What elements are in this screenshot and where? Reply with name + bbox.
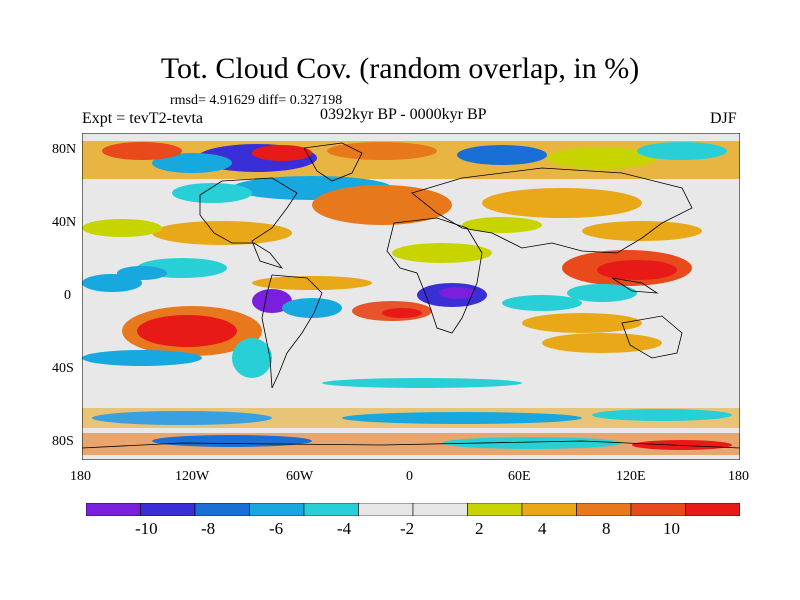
lon-tick-label: 120E — [616, 469, 646, 484]
colorbar-swatch — [467, 503, 523, 516]
colorbar — [86, 503, 740, 516]
colorbar-swatch — [358, 503, 414, 516]
southeast-pacific-anomaly — [82, 306, 272, 378]
lon-tick-label: 0 — [406, 469, 413, 484]
colorbar-swatch — [630, 503, 686, 516]
colorbar-label: -8 — [201, 519, 216, 538]
lon-tick-label: 180 — [70, 469, 91, 484]
colorbar-swatch — [194, 503, 250, 516]
lon-tick-label: 60E — [508, 469, 531, 484]
tropical-anomalies — [82, 250, 692, 333]
colorbar-swatch — [249, 503, 305, 516]
lat-tick-label: 40N — [52, 215, 77, 230]
colorbar-swatch — [576, 503, 632, 516]
colorbar-swatch — [521, 503, 577, 516]
period-label: 0392kyr BP - 0000kyr BP — [320, 106, 487, 123]
southern-ocean-anomalies — [82, 333, 740, 455]
colorbar-swatch — [140, 503, 196, 516]
colorbar-label: -2 — [400, 519, 415, 538]
lat-tick-label: 40S — [52, 361, 74, 376]
experiment-label: Expt = tevT2-tevta — [82, 110, 203, 127]
colorbar-label: -6 — [269, 519, 284, 538]
page-title: Tot. Cloud Cov. (random overlap, in %) — [160, 52, 640, 85]
midlatitude-anomalies — [82, 185, 702, 280]
colorbar-swatch — [303, 503, 359, 516]
lat-tick-label: 80N — [52, 142, 77, 157]
colorbar-label: 10 — [663, 519, 680, 538]
colorbar-label: 2 — [475, 519, 484, 538]
map-panel — [82, 133, 740, 460]
lat-tick-label: 80S — [52, 434, 74, 449]
arctic-anomalies — [82, 141, 740, 203]
colorbar-swatch — [685, 503, 740, 516]
colorbar-label: 8 — [602, 519, 611, 538]
season-label: DJF — [710, 110, 737, 127]
colorbar-label: 4 — [538, 519, 547, 538]
colorbar-swatch — [86, 503, 141, 516]
lat-tick-label: 0 — [64, 288, 71, 303]
colorbar-label: -4 — [337, 519, 352, 538]
colorbar-swatch — [412, 503, 468, 516]
lon-tick-label: 180 — [728, 469, 749, 484]
lon-tick-label: 60W — [286, 469, 314, 484]
stats-text: rmsd= 4.91629 diff= 0.327198 — [170, 93, 343, 108]
colorbar-label: -10 — [135, 519, 158, 538]
lon-tick-label: 120W — [175, 469, 210, 484]
coastlines — [82, 142, 740, 449]
